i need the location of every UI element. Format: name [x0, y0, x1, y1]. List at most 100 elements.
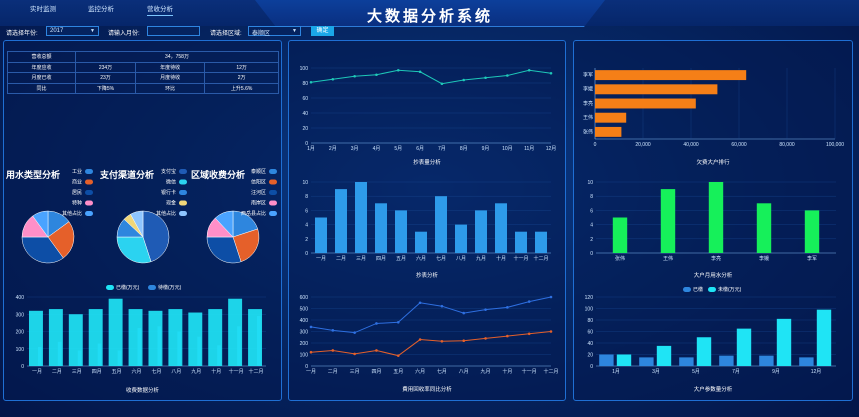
y-tick-label: 0	[590, 251, 593, 257]
data-point	[506, 334, 509, 338]
x-tick-label: 二月	[336, 256, 346, 262]
year-label: 请选择年份:	[6, 31, 38, 37]
bar-paid	[128, 309, 143, 366]
y-tick-label: 0	[305, 251, 308, 257]
year-select[interactable]: 2017 ▼	[46, 26, 99, 36]
data-point	[331, 349, 335, 352]
x-tick-label: 10月	[502, 146, 513, 152]
legend-paid2: 已缴	[693, 287, 704, 293]
y-tick-label: 60	[587, 330, 593, 336]
tab-realtime[interactable]: 实时监测	[30, 6, 56, 13]
x-tick-label: 2月	[329, 146, 337, 152]
x-tick-label: 四月	[92, 369, 102, 375]
y-tick-label: 10	[302, 180, 308, 186]
x-tick-label: 二月	[52, 369, 62, 375]
x-tick-label: 1月	[612, 369, 620, 375]
y-tick-label: 2	[590, 237, 593, 243]
query-button[interactable]: 确定	[311, 26, 334, 36]
data-point	[418, 338, 422, 341]
data-point	[331, 77, 335, 81]
x-tick-label: 60,000	[731, 142, 747, 148]
x-tick-label: 8月	[460, 146, 468, 152]
bar-paid	[799, 357, 814, 366]
y-tick-label: 400	[16, 295, 25, 301]
y-tick-label: 200	[300, 341, 309, 347]
chart-title-recovery: 費用回收率同比分析	[402, 387, 452, 393]
y-tick-label: 100	[300, 353, 309, 359]
x-tick-label: 三月	[356, 256, 366, 262]
bar-paid	[148, 310, 163, 366]
bar	[595, 112, 627, 123]
x-tick-label: 11月	[524, 146, 534, 152]
y-tick-label: 王伟	[583, 114, 593, 121]
bar-unpaid	[816, 309, 832, 366]
data-point	[484, 76, 487, 80]
bar	[660, 189, 676, 253]
area-select[interactable]: 泰顺区 ▼	[248, 26, 301, 37]
table-cell: 上升5.6%	[204, 82, 279, 94]
x-tick-label: 5月	[692, 369, 700, 375]
tab-revenue[interactable]: 营收分析	[147, 3, 173, 16]
month-label: 请输入月份:	[108, 31, 140, 37]
y-tick-label: 40	[587, 341, 593, 347]
x-tick-label: 四月	[371, 369, 381, 375]
y-tick-label: 8	[305, 194, 308, 200]
data-point	[506, 74, 509, 77]
bar-paid	[28, 310, 43, 366]
x-tick-label: 12月	[546, 146, 557, 152]
y-tick-label: 80	[587, 318, 593, 324]
x-tick-label: 6月	[416, 146, 424, 152]
y-tick-label: 4	[305, 223, 308, 229]
bar	[475, 210, 487, 253]
data-point	[440, 304, 444, 308]
x-tick-label: 七月	[437, 368, 447, 375]
data-point	[375, 322, 378, 325]
page-title: 大数据分析系统	[366, 8, 493, 25]
bar	[515, 231, 527, 253]
data-point	[440, 339, 444, 343]
x-tick-label: 六月	[415, 368, 425, 375]
y-tick-label: 500	[300, 307, 309, 313]
x-tick-label: 9月	[482, 146, 490, 152]
title-box: 大数据分析系统	[255, 0, 605, 27]
bar	[708, 182, 724, 253]
x-tick-label: 十二月	[543, 368, 558, 375]
x-tick-label: 九月	[191, 368, 201, 375]
bar-unpaid	[736, 328, 752, 366]
x-tick-label: 七月	[151, 368, 161, 375]
x-tick-label: 十二月	[249, 368, 264, 375]
bar-paid	[208, 309, 223, 366]
y-tick-label: 李娥	[583, 86, 593, 93]
data-point	[418, 70, 422, 74]
bar-paid	[228, 298, 243, 366]
y-tick-label: 600	[300, 295, 309, 301]
data-point	[549, 295, 553, 299]
y-tick-label: 0	[590, 364, 593, 370]
data-point	[309, 80, 313, 84]
data-point	[331, 329, 335, 332]
y-tick-label: 李军	[583, 72, 593, 79]
bar	[595, 98, 696, 109]
data-point	[484, 337, 487, 340]
data-point	[527, 300, 531, 303]
x-tick-label: 四月	[376, 256, 386, 262]
x-tick-label: 十月	[211, 368, 221, 375]
x-tick-label: 1月	[307, 146, 315, 152]
y-tick-label: 200	[16, 330, 25, 336]
x-tick-label: 一月	[316, 256, 326, 262]
chart-title-arrears: 欠费大户排行	[696, 160, 730, 166]
month-input[interactable]	[147, 26, 200, 36]
table-row: 同比 下降5% 环比 上升5.6%	[7, 82, 279, 94]
x-tick-label: 李军	[807, 255, 817, 262]
tab-monitor[interactable]: 监控分析	[88, 6, 114, 13]
bar	[595, 70, 747, 81]
data-point	[440, 82, 444, 86]
x-tick-label: 五月	[396, 256, 406, 262]
bar	[335, 189, 347, 253]
y-tick-label: 0	[21, 364, 24, 370]
y-tick-label: 100	[300, 66, 309, 72]
legend-swatch-paid2	[683, 287, 691, 292]
bar	[355, 182, 367, 253]
bar	[804, 210, 820, 253]
data-point	[549, 330, 553, 333]
